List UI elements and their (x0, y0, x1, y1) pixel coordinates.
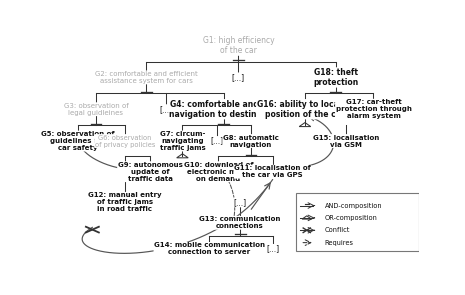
Text: G3: observation of
legal guidleines: G3: observation of legal guidleines (64, 103, 128, 116)
Text: G13: communication
connections: G13: communication connections (199, 216, 281, 229)
Text: [...]: [...] (266, 245, 279, 253)
Text: G18: theft
protection: G18: theft protection (313, 68, 358, 87)
Text: [...]: [...] (232, 73, 245, 82)
Text: Conflict: Conflict (325, 227, 350, 233)
Text: G14: mobile communication
connection to server: G14: mobile communication connection to … (154, 242, 265, 255)
Text: G11: localisation of
the car via GPS: G11: localisation of the car via GPS (234, 165, 311, 178)
Text: OR-composition: OR-composition (325, 215, 378, 221)
Text: G5: observation of
guidelines for
car safety: G5: observation of guidelines for car sa… (41, 131, 115, 151)
Text: G12: manual entry
of traffic jams
in road traffic: G12: manual entry of traffic jams in roa… (88, 192, 162, 212)
Text: G10: download of
electronic maps
on demand: G10: download of electronic maps on dema… (184, 162, 253, 182)
Text: AND-composition: AND-composition (325, 203, 382, 209)
Text: G9: autonomous
update of
traffic data: G9: autonomous update of traffic data (118, 162, 182, 182)
Text: [...]: [...] (210, 137, 223, 145)
Text: G1: high efficiency
of the car: G1: high efficiency of the car (202, 36, 274, 55)
Text: G4: comfortable and fast
navigation to destination: G4: comfortable and fast navigation to d… (169, 99, 279, 119)
Text: [...]: [...] (159, 105, 173, 114)
Text: G17: car-theft
protection through
alarm system: G17: car-theft protection through alarm … (336, 99, 412, 119)
Text: G6: observation
of privacy policies: G6: observation of privacy policies (94, 135, 155, 148)
Text: G2: comfortable and efficient
assistance system for cars: G2: comfortable and efficient assistance… (95, 71, 198, 84)
Text: Requires: Requires (325, 240, 354, 246)
FancyBboxPatch shape (296, 193, 418, 251)
Text: [...]: [...] (233, 198, 246, 207)
Text: G8: automatic
navigation: G8: automatic navigation (223, 135, 279, 148)
Text: G16: ability to localise
position of the car: G16: ability to localise position of the… (257, 99, 353, 119)
Text: G7: circum-
navigating
traffic jams: G7: circum- navigating traffic jams (159, 131, 206, 151)
Text: G15: localisation
via GSM: G15: localisation via GSM (313, 135, 379, 148)
